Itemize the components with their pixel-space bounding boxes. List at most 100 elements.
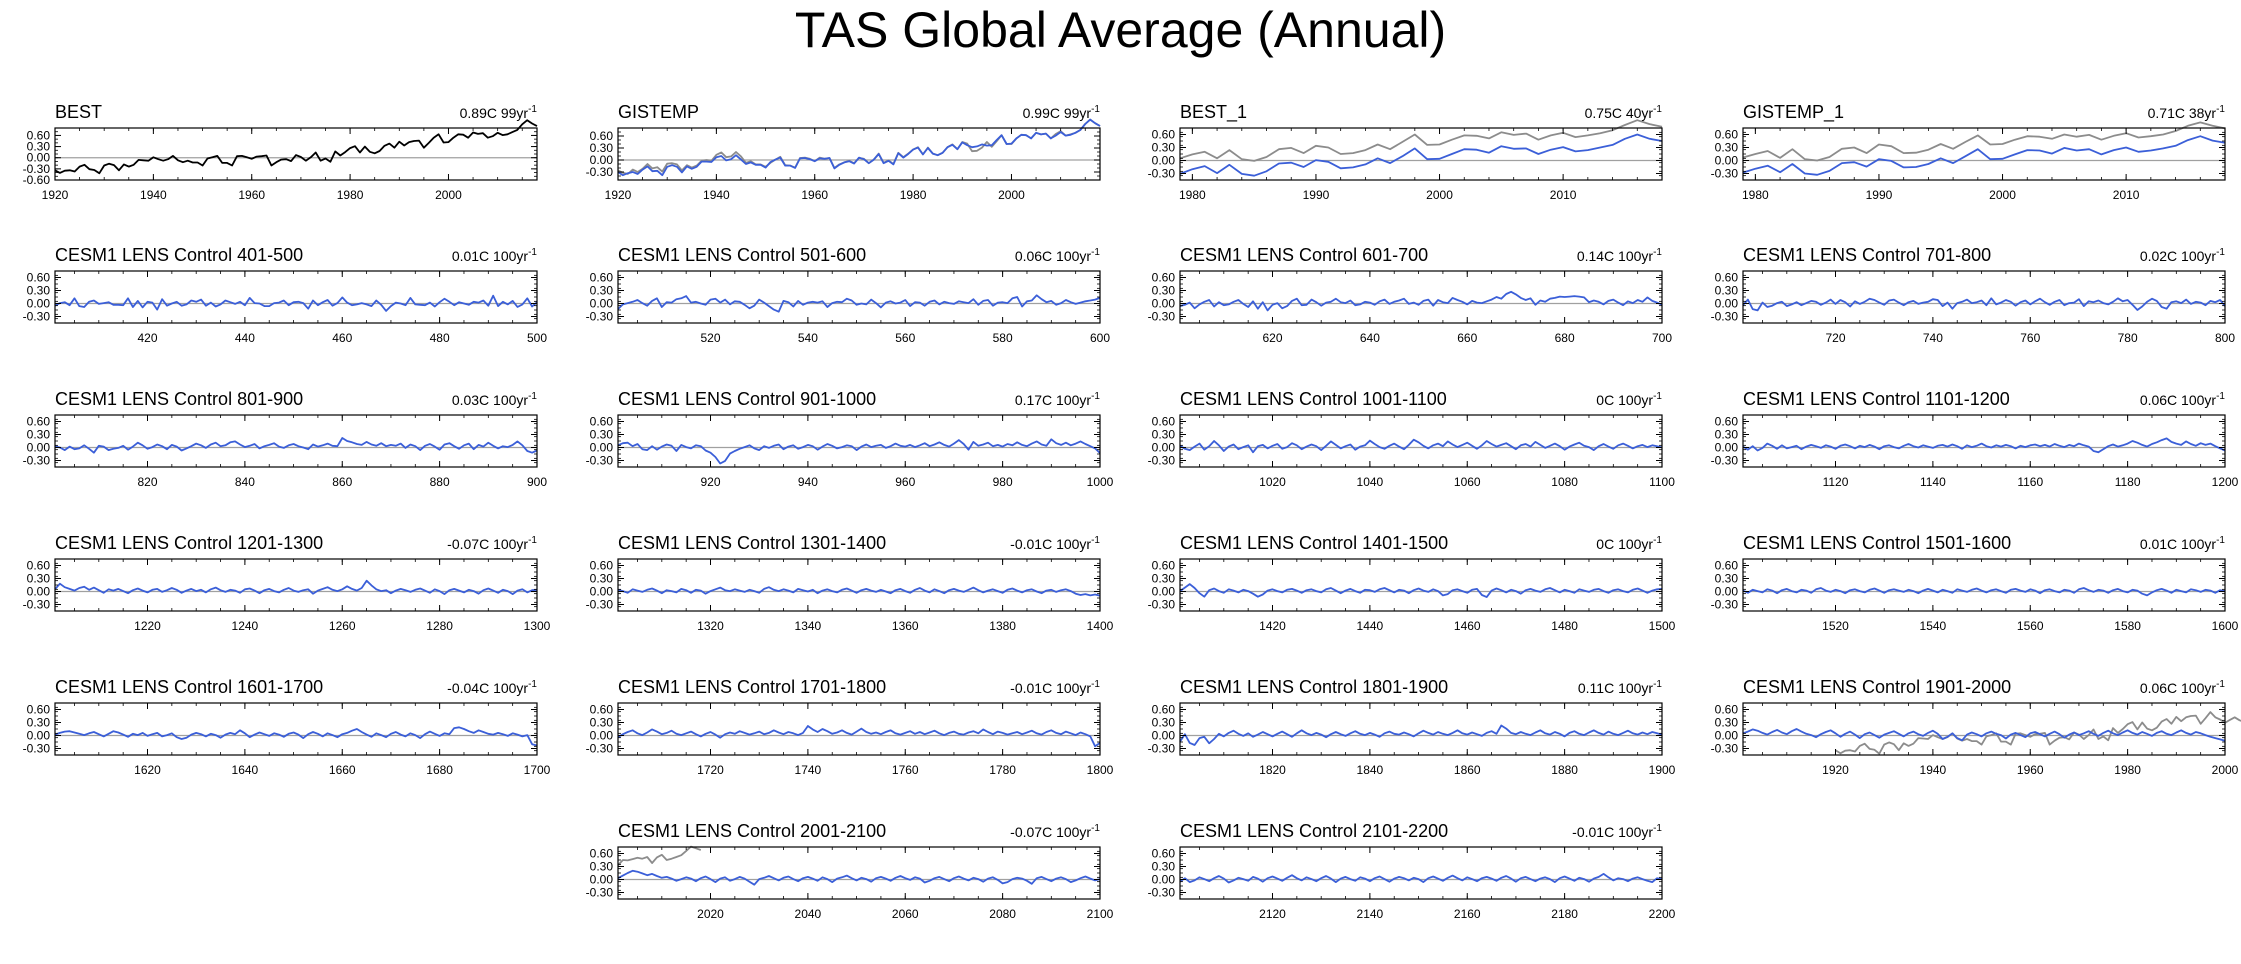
- x-tick-label: 800: [2215, 331, 2235, 345]
- x-tick-label: 1200: [2212, 475, 2239, 489]
- y-tick-label: -0.30: [1148, 167, 1176, 181]
- panel-22: CESM1 LENS Control 2101-2200 -0.01C 100yr…: [1148, 821, 1676, 921]
- x-tick-label: 1540: [1920, 619, 1947, 633]
- trend-exponent: -1: [1653, 823, 1662, 834]
- y-tick-label: 0.30: [590, 141, 614, 155]
- x-tick-label: 560: [895, 331, 915, 345]
- panel-trend: 0.89C 99yr-1: [460, 104, 538, 121]
- series-line-model: [617, 118, 1101, 177]
- y-tick-label: -0.30: [1148, 598, 1176, 612]
- panel-1: BEST 0.89C 99yr-10.600.300.00-0.30-0.6019…: [23, 102, 538, 202]
- x-tick-label: 1380: [989, 619, 1016, 633]
- x-tick-label: 1040: [1357, 475, 1384, 489]
- panel-trend: -0.07C 100yr-1: [447, 535, 537, 552]
- y-tick-label: 0.30: [27, 284, 51, 298]
- y-tick-label: 0.00: [27, 441, 51, 455]
- y-tick-label: 0.60: [1152, 271, 1176, 285]
- x-tick-label: 1980: [900, 188, 927, 202]
- x-tick-label: 1860: [1454, 763, 1481, 777]
- x-tick-label: 2120: [1259, 907, 1286, 921]
- x-tick-label: 2160: [1454, 907, 1481, 921]
- plot-frame: [54, 414, 538, 468]
- y-tick-label: 0.00: [590, 153, 614, 167]
- x-tick-label: 940: [798, 475, 818, 489]
- panel-title: CESM1 LENS Control 801-900: [55, 389, 303, 409]
- x-tick-label: 1920: [42, 188, 69, 202]
- x-tick-label: 1240: [232, 619, 259, 633]
- y-tick-label: -0.30: [1148, 310, 1176, 324]
- x-tick-label: 2000: [435, 188, 462, 202]
- y-tick-label: -0.30: [23, 310, 51, 324]
- panel-trend: -0.01C 100yr-1: [1010, 679, 1100, 696]
- y-tick-label: 0.00: [1152, 297, 1176, 311]
- y-tick-label: 0.30: [1715, 141, 1739, 155]
- panel-trend: 0.06C 100yr-1: [2140, 391, 2226, 408]
- trend-exponent: -1: [1091, 247, 1100, 258]
- x-tick-label: 1400: [1087, 619, 1114, 633]
- x-tick-label: 640: [1360, 331, 1380, 345]
- x-tick-label: 1560: [2017, 619, 2044, 633]
- panel-trend: 0.01C 100yr-1: [2140, 535, 2226, 552]
- x-tick-label: 660: [1457, 331, 1477, 345]
- y-tick-label: 0.00: [590, 297, 614, 311]
- panel-trend: 0.01C 100yr-1: [452, 247, 538, 264]
- x-tick-label: 540: [798, 331, 818, 345]
- x-tick-label: 820: [137, 475, 157, 489]
- panel-title: CESM1 LENS Control 1301-1400: [618, 533, 886, 553]
- series-line-model: [617, 725, 1101, 748]
- y-tick-label: -0.30: [586, 310, 614, 324]
- panel-19: CESM1 LENS Control 1801-1900 0.11C 100yr-…: [1148, 677, 1676, 777]
- y-tick-label: 0.00: [1152, 154, 1176, 168]
- x-tick-label: 1220: [134, 619, 161, 633]
- y-tick-label: 0.60: [1152, 703, 1176, 717]
- series-line-model: [1742, 437, 2226, 454]
- trend-exponent: -1: [1091, 104, 1100, 115]
- panel-trend: -0.04C 100yr-1: [447, 679, 537, 696]
- y-tick-label: 0.30: [1152, 284, 1176, 298]
- x-tick-label: 1140: [1920, 475, 1946, 489]
- y-tick-label: -0.30: [586, 454, 614, 468]
- panel-title: CESM1 LENS Control 1901-2000: [1743, 677, 2011, 697]
- y-tick-label: 0.60: [1715, 703, 1739, 717]
- y-tick-label: 0.30: [590, 860, 614, 874]
- y-tick-label: 0.00: [27, 297, 51, 311]
- panel-trend: 0.02C 100yr-1: [2140, 247, 2226, 264]
- x-tick-label: 1320: [697, 619, 724, 633]
- y-tick-label: 0.30: [27, 140, 51, 154]
- y-tick-label: 0.30: [1152, 141, 1176, 155]
- y-tick-label: -0.30: [586, 165, 614, 179]
- y-tick-label: 0.30: [27, 716, 51, 730]
- trend-exponent: -1: [2216, 535, 2225, 546]
- x-tick-label: 1060: [1454, 475, 1481, 489]
- panel-13: CESM1 LENS Control 1201-1300 -0.07C 100yr…: [23, 533, 551, 633]
- x-tick-label: 500: [527, 331, 547, 345]
- panel-21: CESM1 LENS Control 2001-2100 -0.07C 100yr…: [586, 821, 1114, 921]
- series-line-model: [617, 438, 1101, 465]
- panel-trend: -0.01C 100yr-1: [1010, 535, 1100, 552]
- x-tick-label: 2100: [1087, 907, 1114, 921]
- panel-17: CESM1 LENS Control 1601-1700 -0.04C 100yr…: [23, 677, 551, 777]
- plot-frame: [1742, 414, 2226, 468]
- panel-title: BEST: [55, 102, 102, 122]
- plot-frame: [617, 702, 1101, 756]
- trend-exponent: -1: [1653, 391, 1662, 402]
- series-line-model: [1742, 135, 2226, 176]
- x-tick-label: 1990: [1866, 188, 1893, 202]
- plot-frame: [617, 127, 1101, 181]
- x-tick-label: 1500: [1649, 619, 1676, 633]
- y-tick-label: 0.60: [1152, 415, 1176, 429]
- panel-6: CESM1 LENS Control 501-600 0.06C 100yr-1 0…: [586, 245, 1111, 345]
- y-tick-label: 0.00: [1715, 441, 1739, 455]
- panel-title: CESM1 LENS Control 701-800: [1743, 245, 1991, 265]
- x-tick-label: 2010: [2113, 188, 2140, 202]
- panel-20: CESM1 LENS Control 1901-2000 0.06C 100yr-…: [1711, 677, 2241, 777]
- panel-trend: 0C 100yr-1: [1596, 535, 1662, 552]
- panel-trend: 0.03C 100yr-1: [452, 391, 538, 408]
- y-tick-label: 0.00: [1152, 585, 1176, 599]
- trend-exponent: -1: [2216, 679, 2225, 690]
- plot-frame: [1179, 270, 1663, 324]
- x-tick-label: 1920: [605, 188, 632, 202]
- panel-15: CESM1 LENS Control 1401-1500 0C 100yr-1 0.…: [1148, 533, 1676, 633]
- y-tick-label: 0.00: [1152, 873, 1176, 887]
- x-tick-label: 760: [2020, 331, 2040, 345]
